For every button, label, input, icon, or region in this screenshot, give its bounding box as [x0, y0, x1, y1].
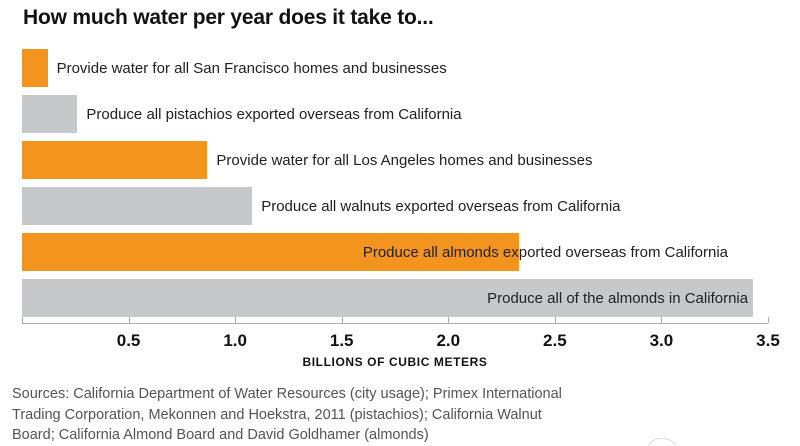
- bar-orange: [22, 141, 208, 179]
- axis-tick-label: 3.0: [649, 331, 674, 350]
- axis-tick-label: 3.5: [756, 331, 780, 350]
- axis-tick: [341, 317, 343, 323]
- chart-title: How much water per year does it take to.…: [23, 6, 434, 29]
- bar-label: Produce all almonds exported overseas fr…: [362, 243, 728, 261]
- sources-line-3: Board; California Almond Board and David…: [12, 427, 429, 443]
- bar-row: Provide water for all Los Angeles homes …: [22, 141, 768, 179]
- bar-row: Produce all almonds exported overseas fr…: [22, 233, 768, 271]
- axis-tick-label: 2.5: [543, 331, 567, 350]
- axis-tick: [661, 317, 663, 323]
- bar-label: Produce all of the almonds in California: [487, 289, 749, 307]
- axis-tick: [768, 317, 769, 323]
- bar-row: Produce all walnuts exported overseas fr…: [22, 187, 768, 225]
- bar-orange: [22, 49, 48, 87]
- x-axis-unit-label: BILLIONS OF CUBIC METERS: [302, 355, 488, 369]
- sources-line-1: Sources: California Department of Water …: [12, 386, 562, 402]
- axis-tick: [235, 317, 237, 323]
- bar-row: Produce all of the almonds in California: [22, 279, 768, 317]
- cutoff-logo-mark: [648, 438, 676, 446]
- axis-tick-label: 1.0: [223, 331, 247, 350]
- bar-gray: [22, 279, 754, 317]
- bar-label: Produce all walnuts exported overseas fr…: [261, 197, 621, 215]
- bar-row: Provide water for all San Francisco home…: [22, 49, 768, 87]
- bar-gray: [22, 95, 78, 133]
- axis-tick: [128, 317, 130, 323]
- bar-orange: [22, 233, 519, 271]
- axis-tick-label: 2.0: [436, 331, 461, 350]
- bar-gray: [22, 187, 253, 225]
- bar-chart-rows: Provide water for all San Francisco home…: [22, 49, 768, 325]
- x-axis: BILLIONS OF CUBIC METERS 0.5 1.0 1.5 2.0 2.5…: [22, 317, 780, 369]
- axis-tick-label: 1.5: [329, 331, 354, 350]
- axis-tick-label: 0.5: [116, 331, 141, 350]
- axis-tick: [22, 317, 23, 323]
- bar-row: Produce all pistachios exported overseas…: [22, 95, 768, 133]
- sources-note: Sources: California Department of Water …: [12, 384, 562, 446]
- bar-label: Provide water for all Los Angeles homes …: [216, 151, 593, 169]
- bar-label: Provide water for all San Francisco home…: [56, 59, 447, 77]
- bar-label: Produce all pistachios exported overseas…: [86, 105, 462, 123]
- axis-tick: [448, 317, 450, 323]
- axis-tick: [554, 317, 556, 323]
- sources-line-2: Trading Corporation, Mekonnen and Hoekst…: [12, 406, 542, 423]
